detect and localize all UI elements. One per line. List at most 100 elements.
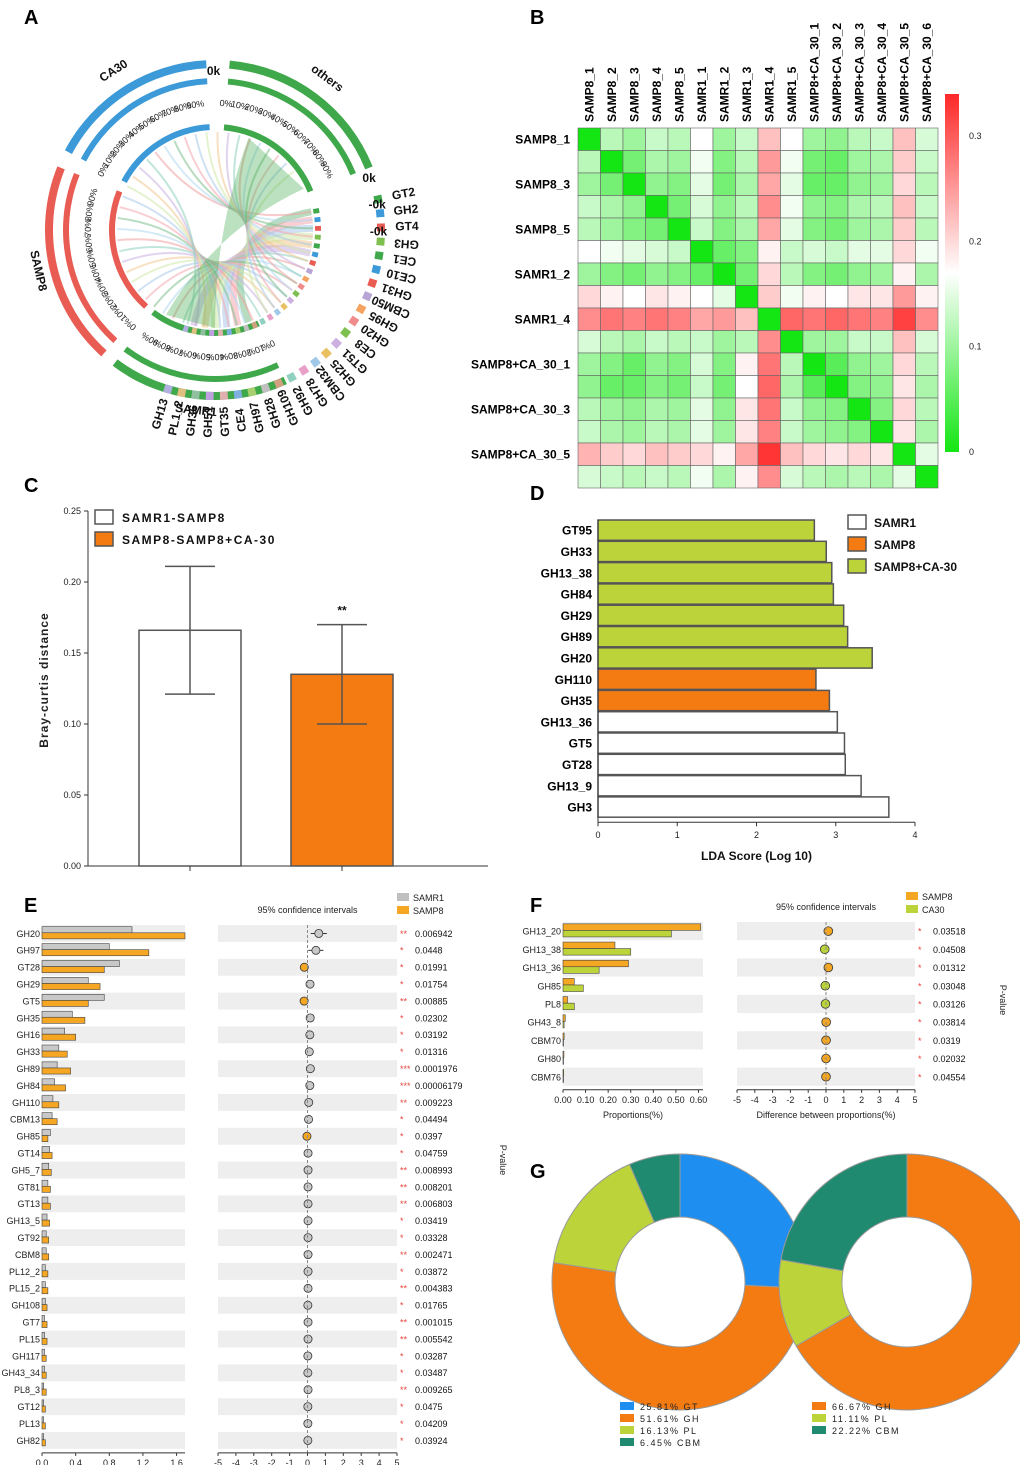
small-inner-arc-GH13: [182, 325, 189, 333]
heatmap-cell: [577, 397, 601, 421]
bar-samr1: [41, 1416, 44, 1424]
feature-label: GH43_34: [1, 1368, 40, 1378]
heatmap-cell: [645, 352, 669, 376]
donut-slice: [628, 1153, 681, 1223]
x-tick-label-left: 0.4: [69, 1458, 82, 1465]
diff-point: [305, 1081, 315, 1091]
inner-arc-CA30: [121, 124, 210, 184]
heatmap-cell: [825, 442, 849, 466]
heatmap-cell: [825, 420, 849, 444]
heatmap-cell: [690, 307, 714, 331]
significance-star: **: [400, 1199, 408, 1209]
percent-tick: 30%: [220, 350, 239, 362]
x-tick-label-left: 0.60: [690, 1095, 708, 1105]
p-value-axis-label: P-value: [998, 985, 1008, 1016]
percent-tick: 60%: [83, 234, 95, 253]
heatmap-cell: [757, 465, 781, 489]
bar-samr1: [41, 943, 110, 950]
row-band-left: [42, 1263, 185, 1280]
heatmap-cell: [690, 465, 714, 489]
x-tick-label: 4: [912, 830, 917, 840]
small-outer-arc-GH13: [163, 384, 173, 395]
bar-samp8: [41, 1016, 86, 1024]
bar-samp8: [41, 1338, 48, 1345]
lda-category-label: GH35: [561, 694, 593, 708]
heatmap-cell: [712, 442, 736, 466]
x-tick-label-left: 1.6: [170, 1458, 183, 1465]
lda-category-label: GT5: [569, 737, 593, 751]
diff-point: [304, 1114, 314, 1124]
chord-diagram: CA300%10%20%30%40%50%60%70%80%90%others0…: [27, 56, 419, 437]
bar-ca30: [562, 1075, 564, 1083]
bar-samr1: [41, 1179, 49, 1187]
p-value: 0.03872: [415, 1267, 448, 1277]
feature-label: GH5_7: [11, 1165, 40, 1175]
chord-ribbon-major: [166, 137, 304, 328]
legend-swatch: [906, 905, 918, 913]
heatmap-cell: [690, 420, 714, 444]
heatmap-cell: [622, 420, 646, 444]
bar-samr1: [41, 1264, 46, 1272]
p-value: 0.006803: [415, 1199, 453, 1209]
feature-label: GT14: [17, 1149, 40, 1159]
small-inner-arc-CBM32: [273, 308, 282, 316]
bar-samp8: [41, 1101, 60, 1109]
heatmap-cell: [600, 240, 624, 264]
x-tick-label-left: 0.40: [645, 1095, 663, 1105]
significance-star: ***: [400, 1064, 411, 1074]
heatmap-cell: [735, 150, 759, 174]
significance-star: **: [400, 1250, 408, 1260]
heatmap-cell: [577, 375, 601, 399]
bar-samr1: [41, 1112, 53, 1119]
percent-tick: 40%: [206, 352, 224, 362]
x-tick-label-left: 0.30: [622, 1095, 640, 1105]
bar-samr1: [41, 1433, 44, 1441]
row-band-left: [42, 1330, 185, 1348]
heatmap-cell: [892, 127, 916, 151]
heatmap-cell: [735, 307, 759, 331]
heatmap-cell: [667, 352, 691, 376]
heatmap-cell: [690, 285, 714, 309]
heatmap-col-label: SAMP8_5: [672, 67, 686, 122]
small-inner-arc-GH36: [200, 329, 206, 336]
heatmap-cell: [870, 352, 894, 376]
heatmap-cell: [757, 442, 781, 466]
small-outer-arc-PL1_2: [176, 387, 187, 398]
heatmap-cell: [847, 352, 871, 376]
small-outer-arc-CE4: [233, 389, 243, 399]
feature-label: GT12: [17, 1402, 40, 1412]
heatmap-cell: [667, 240, 691, 264]
panel-label-e: E: [24, 895, 37, 917]
small-inner-arc-GT2: [312, 207, 320, 214]
heatmap-cell: [915, 420, 939, 444]
heatmap-cell: [577, 150, 601, 174]
segment-label-GH36: GH36: [183, 404, 201, 437]
heatmap-cell: [757, 172, 781, 196]
heatmap-cell: [847, 442, 871, 466]
heatmap-row-label: SAMR1_4: [515, 312, 571, 326]
heatmap-cell: [870, 172, 894, 196]
row-band-left: [42, 1195, 185, 1213]
small-outer-arc-GH78: [298, 364, 310, 376]
heatmap-cell: [622, 150, 646, 174]
heatmap-cell: [915, 442, 939, 466]
bar-samr1: [41, 1382, 44, 1390]
bar-samp8: [41, 1236, 50, 1244]
percent-tick: 80%: [83, 203, 95, 222]
heatmap-cell: [847, 420, 871, 444]
heatmap-cell: [870, 397, 894, 421]
heatmap-cell: [577, 195, 601, 219]
legend-label: SAMP8+CA-30: [874, 560, 957, 574]
heatmap-cell: [915, 195, 939, 219]
heatmap-cell: [690, 150, 714, 174]
row-band-left: [563, 994, 703, 1013]
lda-category-label: GH13_38: [541, 566, 593, 580]
small-inner-arc-GH3: [314, 234, 321, 240]
small-inner-arc-GH78: [266, 313, 274, 321]
segment-label-CE4: CE4: [232, 407, 249, 432]
p-value: 0.002471: [415, 1250, 453, 1260]
panel-label-c: C: [24, 475, 38, 497]
x-tick-label-right: 2: [859, 1095, 864, 1105]
feature-label: CBM70: [531, 1036, 561, 1046]
diff-point: [303, 1266, 313, 1276]
